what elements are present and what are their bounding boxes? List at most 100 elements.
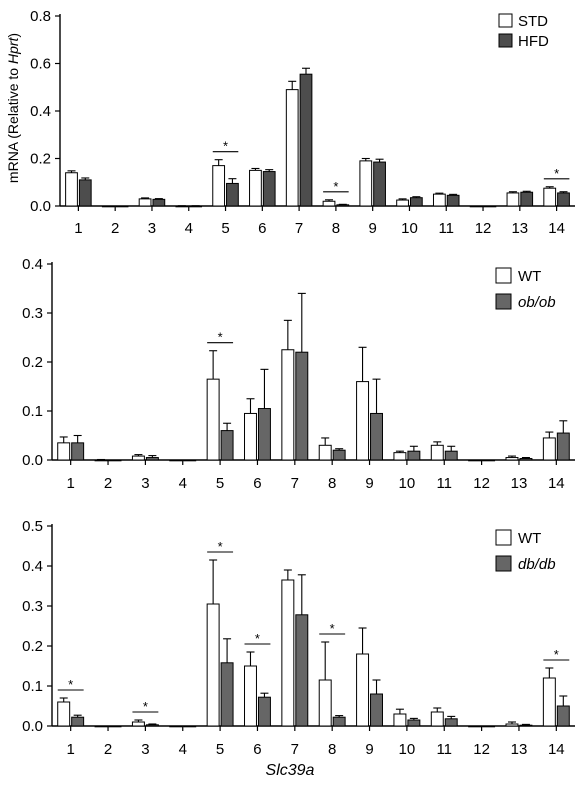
bar-hfd-2 bbox=[115, 205, 129, 208]
y-axis-title: mRNA (Relative to Hprt) bbox=[5, 33, 21, 183]
y-tick-label: 0.1 bbox=[22, 403, 43, 420]
bar-dbdb-3 bbox=[145, 724, 159, 727]
bar-wt-13 bbox=[505, 457, 519, 461]
x-tick-label: 13 bbox=[511, 220, 528, 237]
x-tick-label: 5 bbox=[216, 741, 224, 758]
y-tick-label: 0.2 bbox=[30, 151, 51, 168]
bar-wt-5 bbox=[206, 378, 220, 461]
bar-hfd-1 bbox=[78, 179, 92, 207]
bar-wt-4 bbox=[169, 725, 183, 728]
legend-label-wt: WT bbox=[518, 268, 541, 285]
plot-area-3: 0.0 0.1 0.2 0.3 0.4 0.5 1 * 2 3 * 4 5 * 6 * 7 8 * 9 10 11 12 13… bbox=[22, 518, 575, 758]
bar-obob-3 bbox=[145, 457, 159, 461]
x-tick-label: 10 bbox=[401, 220, 418, 237]
bar-obob-13 bbox=[519, 458, 533, 461]
significance-star: * bbox=[255, 631, 260, 646]
bar-wt-8 bbox=[318, 679, 332, 727]
bar-hfd-5 bbox=[226, 182, 239, 207]
y-tick-label: 0.6 bbox=[30, 56, 51, 73]
x-tick-label: 6 bbox=[258, 220, 266, 237]
panel-wt-obob: 0.00.10.20.30.41 2 3 4 5*6 7 8 9 10 11 12 13 14 WT o… bbox=[22, 256, 575, 492]
significance-star: * bbox=[554, 647, 559, 662]
bar-wt-3 bbox=[131, 721, 145, 727]
y-tick-label: 0.0 bbox=[22, 452, 43, 469]
y-axis-title-gene: Hprt bbox=[5, 36, 21, 64]
bar-dbdb-5 bbox=[220, 662, 234, 727]
x-tick-label: 14 bbox=[548, 741, 565, 758]
x-tick-label: 6 bbox=[253, 475, 261, 492]
bar-obob-8 bbox=[332, 449, 346, 461]
bar-obob-14 bbox=[556, 432, 570, 461]
bar-dbdb-9 bbox=[370, 693, 383, 727]
x-tick-label: 5 bbox=[216, 475, 224, 492]
bar-obob-1 bbox=[71, 442, 85, 461]
bar-wt-7 bbox=[281, 579, 295, 727]
x-tick-label: 13 bbox=[511, 475, 528, 492]
x-tick-label: 3 bbox=[141, 741, 149, 758]
bar-dbdb-6 bbox=[257, 696, 271, 727]
x-tick-label: 4 bbox=[179, 475, 187, 492]
bar-wt-2 bbox=[94, 459, 108, 462]
bar-std-6 bbox=[249, 169, 262, 207]
bar-std-12 bbox=[469, 205, 483, 208]
y-tick-label: 0.4 bbox=[22, 558, 43, 575]
x-tick-label: 2 bbox=[111, 220, 119, 237]
bar-dbdb-4 bbox=[183, 725, 197, 728]
bar-std-11 bbox=[432, 193, 446, 207]
x-tick-label: 9 bbox=[369, 220, 377, 237]
bar-wt-5 bbox=[206, 603, 220, 727]
bar-hfd-13 bbox=[520, 191, 534, 207]
bar-std-13 bbox=[506, 192, 520, 207]
x-tick-label: 5 bbox=[221, 220, 229, 237]
x-tick-label: 12 bbox=[475, 220, 492, 237]
bar-obob-6 bbox=[257, 408, 271, 461]
bar-std-9 bbox=[359, 160, 373, 207]
significance-star: * bbox=[143, 699, 148, 714]
bar-obob-5 bbox=[220, 430, 234, 461]
bar-hfd-8 bbox=[336, 204, 350, 207]
y-tick-label: 0.0 bbox=[22, 718, 43, 735]
bar-wt-9 bbox=[356, 381, 370, 461]
panel-wt-dbdb: 0.0 0.1 0.2 0.3 0.4 0.5 1 * 2 3 * 4 5 * 6 * 7 8 * 9 10 11 12 13… bbox=[22, 518, 575, 779]
bar-hfd-7 bbox=[299, 73, 313, 207]
bar-hfd-12 bbox=[483, 205, 497, 208]
x-tick-label: 1 bbox=[67, 741, 75, 758]
y-tick-label: 0.3 bbox=[22, 598, 43, 615]
bar-std-2 bbox=[101, 205, 115, 208]
legend-swatch-hfd bbox=[498, 33, 513, 48]
legend-label-std: STD bbox=[518, 13, 548, 30]
x-tick-label: 7 bbox=[295, 220, 303, 237]
bar-wt-2 bbox=[94, 725, 108, 728]
x-tick-label: 1 bbox=[67, 475, 75, 492]
bar-std-14 bbox=[543, 187, 557, 207]
x-tick-label: 8 bbox=[328, 741, 336, 758]
bar-wt-6 bbox=[244, 412, 257, 461]
plot-area-1: 0.00.20.40.60.81 2 3 4 5*6 7 8*9 10 11 12 13 14* bbox=[30, 8, 575, 237]
y-tick-label: 0.0 bbox=[30, 198, 51, 215]
bar-wt-3 bbox=[131, 455, 145, 461]
significance-star: * bbox=[333, 179, 338, 194]
x-tick-label: 3 bbox=[148, 220, 156, 237]
bar-hfd-6 bbox=[262, 171, 276, 207]
bar-obob-10 bbox=[407, 450, 421, 461]
y-tick-label: 0.3 bbox=[22, 305, 43, 322]
bar-std-3 bbox=[138, 198, 152, 207]
y-tick-label: 0.8 bbox=[30, 8, 51, 25]
x-tick-label: 13 bbox=[511, 741, 528, 758]
legend-label-obob: ob/ob bbox=[518, 294, 556, 311]
significance-star: * bbox=[68, 677, 73, 692]
x-tick-label: 8 bbox=[328, 475, 336, 492]
legend-label-dbdb: db/db bbox=[518, 556, 556, 573]
x-tick-label: 14 bbox=[548, 220, 565, 237]
bar-obob-2 bbox=[108, 459, 122, 462]
bar-obob-4 bbox=[183, 459, 197, 462]
y-tick-label: 0.2 bbox=[22, 638, 43, 655]
legend-swatch-wt bbox=[495, 267, 512, 284]
bar-dbdb-13 bbox=[519, 724, 533, 727]
panel-std-hfd: mRNA (Relative to Hprt) 0.0 0.2 0.4 0.6 0.8 1… bbox=[5, 8, 575, 237]
bar-wt-1 bbox=[57, 701, 71, 727]
x-tick-label: 9 bbox=[365, 741, 373, 758]
bar-wt-10 bbox=[393, 713, 407, 727]
bar-dbdb-11 bbox=[444, 718, 458, 727]
